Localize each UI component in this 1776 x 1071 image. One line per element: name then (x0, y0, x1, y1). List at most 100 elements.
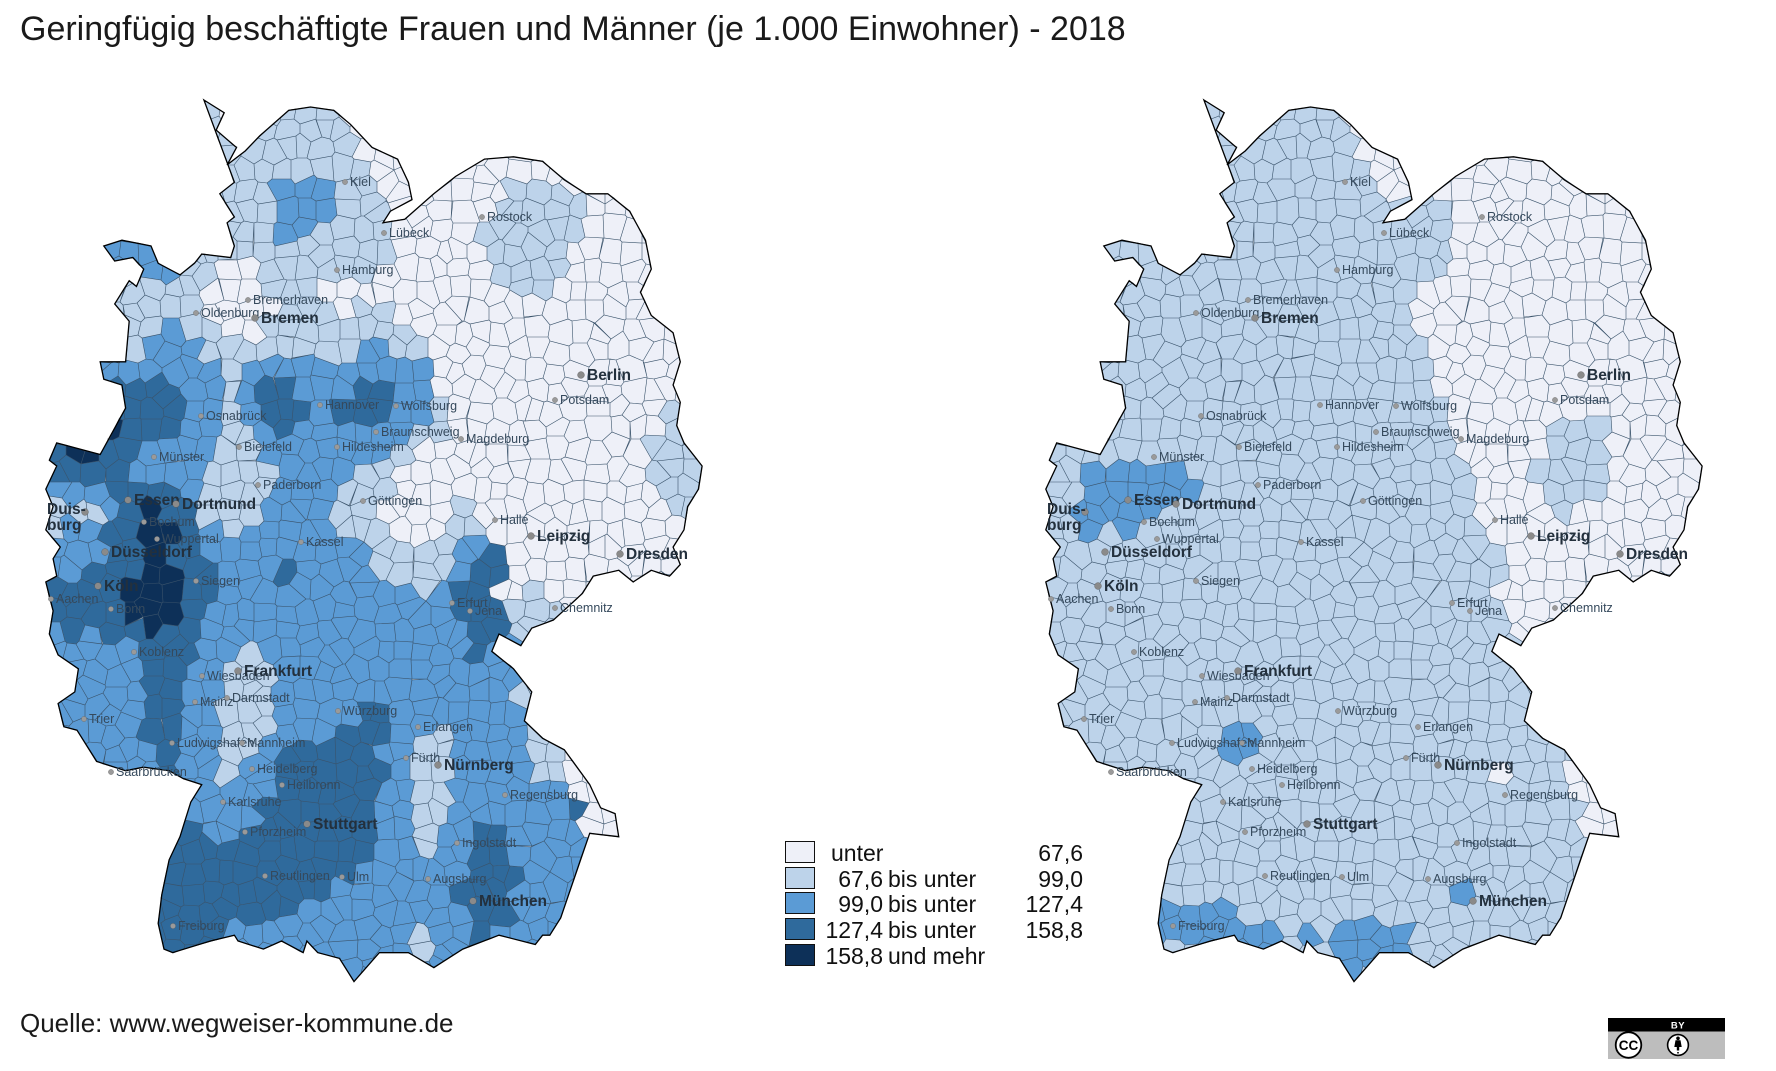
svg-text:Dortmund: Dortmund (1182, 496, 1256, 513)
svg-text:Wolfsburg: Wolfsburg (401, 399, 457, 413)
svg-text:Mannheim: Mannheim (1247, 736, 1305, 750)
svg-text:Kiel: Kiel (350, 175, 371, 189)
svg-text:Berlin: Berlin (1587, 367, 1631, 384)
svg-text:Ulm: Ulm (1347, 870, 1369, 884)
svg-text:Münster: Münster (1159, 450, 1204, 464)
svg-text:BY: BY (1671, 1021, 1685, 1032)
svg-text:Karlsruhe: Karlsruhe (1228, 795, 1282, 809)
svg-text:Freiburg: Freiburg (178, 919, 225, 933)
svg-text:Trier: Trier (89, 712, 114, 726)
svg-text:Regensburg: Regensburg (510, 788, 578, 802)
svg-text:Leipzig: Leipzig (1537, 528, 1590, 545)
svg-text:Kassel: Kassel (306, 535, 344, 549)
svg-text:Erlangen: Erlangen (1423, 720, 1473, 734)
svg-text:Dortmund: Dortmund (182, 496, 256, 513)
svg-text:Kiel: Kiel (1350, 175, 1371, 189)
svg-text:Göttingen: Göttingen (1368, 494, 1422, 508)
svg-text:Heidelberg: Heidelberg (1257, 762, 1318, 776)
svg-text:Augsburg: Augsburg (433, 872, 487, 886)
svg-text:Karlsruhe: Karlsruhe (228, 795, 282, 809)
svg-text:Stuttgart: Stuttgart (1313, 816, 1378, 833)
svg-text:Frankfurt: Frankfurt (1244, 663, 1312, 680)
svg-text:Bochum: Bochum (149, 515, 195, 529)
svg-text:Wolfsburg: Wolfsburg (1401, 399, 1457, 413)
svg-text:Rostock: Rostock (487, 210, 533, 224)
svg-text:Ulm: Ulm (347, 870, 369, 884)
svg-text:Würzburg: Würzburg (1343, 704, 1397, 718)
svg-text:Bremen: Bremen (261, 310, 319, 327)
svg-text:Bremerhaven: Bremerhaven (253, 293, 328, 307)
svg-text:Hannover: Hannover (1325, 398, 1379, 412)
svg-text:Dresden: Dresden (626, 546, 688, 563)
svg-text:Düsseldorf: Düsseldorf (111, 544, 193, 561)
svg-text:Bonn: Bonn (1116, 602, 1145, 616)
svg-text:Trier: Trier (1089, 712, 1114, 726)
svg-text:Aachen: Aachen (1056, 592, 1098, 606)
svg-text:Duis-: Duis- (1047, 501, 1086, 518)
svg-text:Siegen: Siegen (201, 574, 240, 588)
svg-text:Bremen: Bremen (1261, 310, 1319, 327)
svg-text:Bremerhaven: Bremerhaven (1253, 293, 1328, 307)
svg-text:Heidelberg: Heidelberg (257, 762, 318, 776)
svg-text:Braunschweig: Braunschweig (1381, 425, 1460, 439)
svg-text:Koblenz: Koblenz (1139, 645, 1184, 659)
svg-text:Kassel: Kassel (1306, 535, 1344, 549)
svg-text:Jena: Jena (1475, 604, 1502, 618)
svg-text:Frankfurt: Frankfurt (244, 663, 312, 680)
svg-text:Nürnberg: Nürnberg (1444, 757, 1514, 774)
svg-text:Ingolstadt: Ingolstadt (462, 836, 517, 850)
svg-text:Reutlingen: Reutlingen (1270, 869, 1330, 883)
svg-text:Osnabrück: Osnabrück (1206, 409, 1267, 423)
svg-text:Köln: Köln (1104, 578, 1138, 595)
svg-text:Lübeck: Lübeck (389, 226, 430, 240)
svg-text:Bonn: Bonn (116, 602, 145, 616)
svg-text:Potsdam: Potsdam (560, 393, 609, 407)
svg-text:burg: burg (1047, 517, 1081, 534)
svg-text:Mannheim: Mannheim (247, 736, 305, 750)
svg-text:Siegen: Siegen (1201, 574, 1240, 588)
svg-text:Aachen: Aachen (56, 592, 98, 606)
svg-text:Dresden: Dresden (1626, 546, 1688, 563)
svg-text:Osnabrück: Osnabrück (206, 409, 267, 423)
svg-text:Paderborn: Paderborn (1263, 478, 1321, 492)
svg-text:Reutlingen: Reutlingen (270, 869, 330, 883)
svg-text:Koblenz: Koblenz (139, 645, 184, 659)
svg-text:Braunschweig: Braunschweig (381, 425, 460, 439)
svg-text:Rostock: Rostock (1487, 210, 1533, 224)
svg-text:Oldenburg: Oldenburg (1201, 306, 1259, 320)
svg-text:Ingolstadt: Ingolstadt (1462, 836, 1517, 850)
svg-text:Münster: Münster (159, 450, 204, 464)
svg-text:Jena: Jena (475, 604, 502, 618)
svg-text:Erlangen: Erlangen (423, 720, 473, 734)
svg-text:Duis-: Duis- (47, 501, 86, 518)
svg-text:Nürnberg: Nürnberg (444, 757, 514, 774)
svg-text:Magdeburg: Magdeburg (466, 432, 529, 446)
svg-text:Hamburg: Hamburg (1342, 263, 1393, 277)
svg-text:Chemnitz: Chemnitz (560, 601, 613, 615)
svg-text:Düsseldorf: Düsseldorf (1111, 544, 1193, 561)
svg-text:Darmstadt: Darmstadt (1232, 691, 1290, 705)
svg-text:Bielefeld: Bielefeld (1244, 440, 1292, 454)
svg-text:Heilbronn: Heilbronn (287, 778, 341, 792)
svg-text:Essen: Essen (1134, 492, 1180, 509)
svg-text:Köln: Köln (104, 578, 138, 595)
svg-text:Hamburg: Hamburg (342, 263, 393, 277)
svg-text:Pforzheim: Pforzheim (250, 825, 306, 839)
svg-text:Hildesheim: Hildesheim (1342, 440, 1404, 454)
svg-text:Oldenburg: Oldenburg (201, 306, 259, 320)
svg-text:Darmstadt: Darmstadt (232, 691, 290, 705)
svg-text:Paderborn: Paderborn (263, 478, 321, 492)
svg-text:Regensburg: Regensburg (1510, 788, 1578, 802)
svg-text:Magdeburg: Magdeburg (1466, 432, 1529, 446)
svg-text:Hildesheim: Hildesheim (342, 440, 404, 454)
svg-text:Saarbrücken: Saarbrücken (116, 765, 187, 779)
svg-text:Bochum: Bochum (1149, 515, 1195, 529)
svg-text:Göttingen: Göttingen (368, 494, 422, 508)
svg-text:Bielefeld: Bielefeld (244, 440, 292, 454)
svg-text:Lübeck: Lübeck (1389, 226, 1430, 240)
svg-text:Leipzig: Leipzig (537, 528, 590, 545)
svg-text:Berlin: Berlin (587, 367, 631, 384)
svg-text:burg: burg (47, 517, 81, 534)
svg-text:Halle: Halle (500, 513, 529, 527)
svg-text:Augsburg: Augsburg (1433, 872, 1487, 886)
